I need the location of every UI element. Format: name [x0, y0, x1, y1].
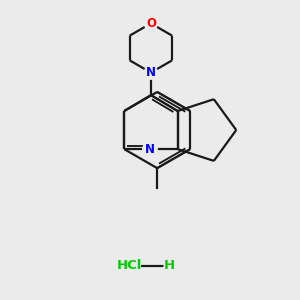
Circle shape	[143, 142, 157, 156]
Text: HCl: HCl	[116, 259, 142, 272]
Circle shape	[144, 17, 158, 30]
Text: H: H	[164, 259, 175, 272]
Circle shape	[164, 260, 175, 271]
Circle shape	[118, 254, 140, 277]
Text: O: O	[146, 17, 156, 30]
Text: N: N	[146, 66, 156, 79]
Text: N: N	[145, 142, 155, 156]
Circle shape	[144, 66, 158, 79]
